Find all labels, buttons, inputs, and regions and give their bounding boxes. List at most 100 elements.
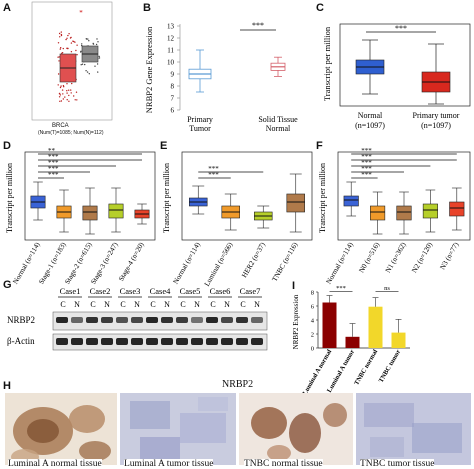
lane-label: C bbox=[90, 300, 95, 309]
panel-b-ytick: 13 bbox=[167, 23, 175, 31]
panel-e-boxplot: Transcript per million ****** Normal (n=11… bbox=[162, 151, 313, 288]
lane-label: C bbox=[150, 300, 155, 309]
lane-label: N bbox=[74, 300, 80, 309]
panel-i-ytick: 8 bbox=[311, 290, 314, 297]
lane-label: C bbox=[240, 300, 245, 309]
box bbox=[370, 205, 386, 221]
panel-a-sample-note: (Num(T)=1085; Num(N)=112) bbox=[38, 130, 104, 136]
panel-b-boxplot: NRBP2 Gene Expression 6 7 8 9 10 11 12 13 *** P… bbox=[144, 21, 298, 133]
band-nrbp2 bbox=[176, 317, 188, 323]
lane-label: C bbox=[120, 300, 125, 309]
panel-h-title: NRBP2 bbox=[222, 379, 254, 390]
lane-label: N bbox=[104, 300, 110, 309]
panel-c-group-1-line1: Normal bbox=[358, 111, 383, 120]
group-label: Stage-3 (n=247) bbox=[89, 240, 120, 285]
group-label: HER2 (n=37) bbox=[240, 240, 267, 279]
band-nrbp2 bbox=[86, 317, 98, 323]
histo-image-tnbc-tumor bbox=[356, 393, 471, 465]
panel-label-i: I bbox=[292, 280, 296, 292]
panel-label-c: C bbox=[316, 2, 324, 14]
lane-label: N bbox=[164, 300, 170, 309]
panel-i-sig-1: *** bbox=[336, 285, 346, 292]
group-label: N1 (n=362) bbox=[384, 240, 408, 274]
group-label: Normal (n=114) bbox=[325, 240, 356, 285]
group-label: Stage-1 (n=183) bbox=[37, 240, 68, 285]
group-label: Stage-2 (n=615) bbox=[63, 240, 94, 285]
histo-caption-2: Luminal A tumor tissue bbox=[124, 459, 214, 469]
band-nrbp2 bbox=[206, 317, 218, 323]
panel-i-ytick: 2 bbox=[311, 332, 314, 339]
panel-b-ytick: 12 bbox=[167, 35, 175, 43]
panel-d-boxplot: Transcript per million **************Norm… bbox=[5, 147, 156, 286]
group-label: N0 (n=516) bbox=[358, 240, 382, 274]
band-actin bbox=[191, 338, 203, 345]
panel-label-g: G bbox=[3, 279, 12, 291]
panel-i-ytick: 6 bbox=[311, 304, 315, 311]
panel-b-ytick: 11 bbox=[167, 47, 174, 55]
panel-b-ytick: 8 bbox=[171, 83, 175, 91]
band-actin bbox=[101, 338, 113, 345]
band-nrbp2 bbox=[161, 317, 173, 323]
panel-i-sig-2: ns bbox=[384, 285, 390, 292]
case-label: Case6 bbox=[210, 286, 231, 296]
lane-label: N bbox=[134, 300, 140, 309]
box bbox=[343, 195, 359, 207]
ylabel: Transcript per million bbox=[162, 163, 171, 233]
sig-label: *** bbox=[361, 153, 372, 161]
band-actin bbox=[56, 338, 68, 345]
box bbox=[286, 193, 305, 213]
band-nrbp2 bbox=[71, 317, 83, 323]
band-actin bbox=[236, 338, 248, 345]
lane-label: N bbox=[194, 300, 200, 309]
sig-label: *** bbox=[361, 165, 372, 173]
case-label: Case5 bbox=[180, 286, 201, 296]
case-label: Case4 bbox=[150, 286, 172, 296]
panel-b-ytick: 9 bbox=[171, 71, 175, 79]
band-nrbp2 bbox=[101, 317, 113, 323]
panel-i-bar bbox=[368, 306, 383, 348]
panel-b-group-1-line2: Tumor bbox=[189, 124, 211, 133]
band-actin bbox=[116, 338, 128, 345]
case-label: Case7 bbox=[240, 286, 261, 296]
box bbox=[108, 203, 124, 219]
sig-label: ** bbox=[48, 147, 56, 155]
band-nrbp2 bbox=[251, 317, 263, 323]
box bbox=[422, 203, 438, 219]
group-label: Stage-4 (n=20) bbox=[117, 240, 146, 282]
panel-b-group-2-line2: Normal bbox=[266, 124, 291, 133]
ylabel: Transcript per million bbox=[318, 163, 327, 233]
ylabel: Transcript per million bbox=[5, 163, 14, 233]
panel-i-ytick: 4 bbox=[311, 318, 315, 325]
sig-label: *** bbox=[48, 159, 59, 167]
box bbox=[82, 205, 98, 221]
group-label: TNBC (n=116) bbox=[271, 240, 300, 283]
row-label-actin: β-Actin bbox=[7, 336, 35, 346]
case-label: Case2 bbox=[90, 286, 111, 296]
sig-label: *** bbox=[361, 171, 372, 179]
panel-b-ytick: 10 bbox=[167, 59, 175, 67]
panel-b-group-1-line1: Primary bbox=[187, 115, 213, 124]
group-label: N2 (n=120) bbox=[410, 240, 434, 274]
panel-c-group-2-line2: (n=1097) bbox=[421, 121, 451, 130]
group-label: Luminal (n=566) bbox=[203, 240, 235, 287]
sig-label: *** bbox=[48, 171, 59, 179]
case-label: Case3 bbox=[120, 286, 141, 296]
panel-label-d: D bbox=[3, 140, 11, 152]
panel-i-bar bbox=[391, 332, 406, 348]
histo-caption-1: Luminal A normal tissue bbox=[8, 459, 102, 469]
band-nrbp2 bbox=[146, 317, 158, 323]
histo-image-luminal-a-tumor bbox=[120, 393, 236, 465]
band-nrbp2 bbox=[131, 317, 143, 323]
panel-label-f: F bbox=[316, 140, 323, 152]
group-label: N3 (n=77) bbox=[439, 240, 461, 271]
band-actin bbox=[251, 338, 263, 345]
panel-c-boxplot: Transcript per million *** Normal (n=109… bbox=[322, 23, 471, 130]
sig-label: *** bbox=[48, 153, 59, 161]
panel-a-boxplot: * bbox=[31, 1, 113, 121]
box bbox=[396, 205, 412, 221]
lane-label: C bbox=[210, 300, 215, 309]
panel-i-category: TNBC tumor bbox=[378, 348, 403, 384]
band-nrbp2 bbox=[191, 317, 203, 323]
band-actin bbox=[176, 338, 188, 345]
band-actin bbox=[71, 338, 83, 345]
